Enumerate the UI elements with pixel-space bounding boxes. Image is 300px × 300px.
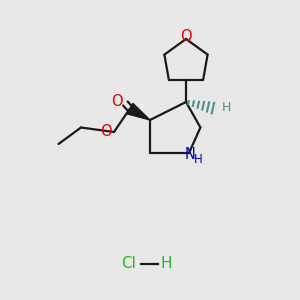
Text: H: H [161,256,172,272]
Text: N: N [185,147,196,162]
Text: O: O [100,124,112,140]
Polygon shape [127,103,150,120]
Text: H: H [194,153,202,166]
Text: H: H [221,101,231,114]
Text: Cl: Cl [122,256,136,272]
Text: O: O [180,29,192,44]
Text: O: O [111,94,123,110]
